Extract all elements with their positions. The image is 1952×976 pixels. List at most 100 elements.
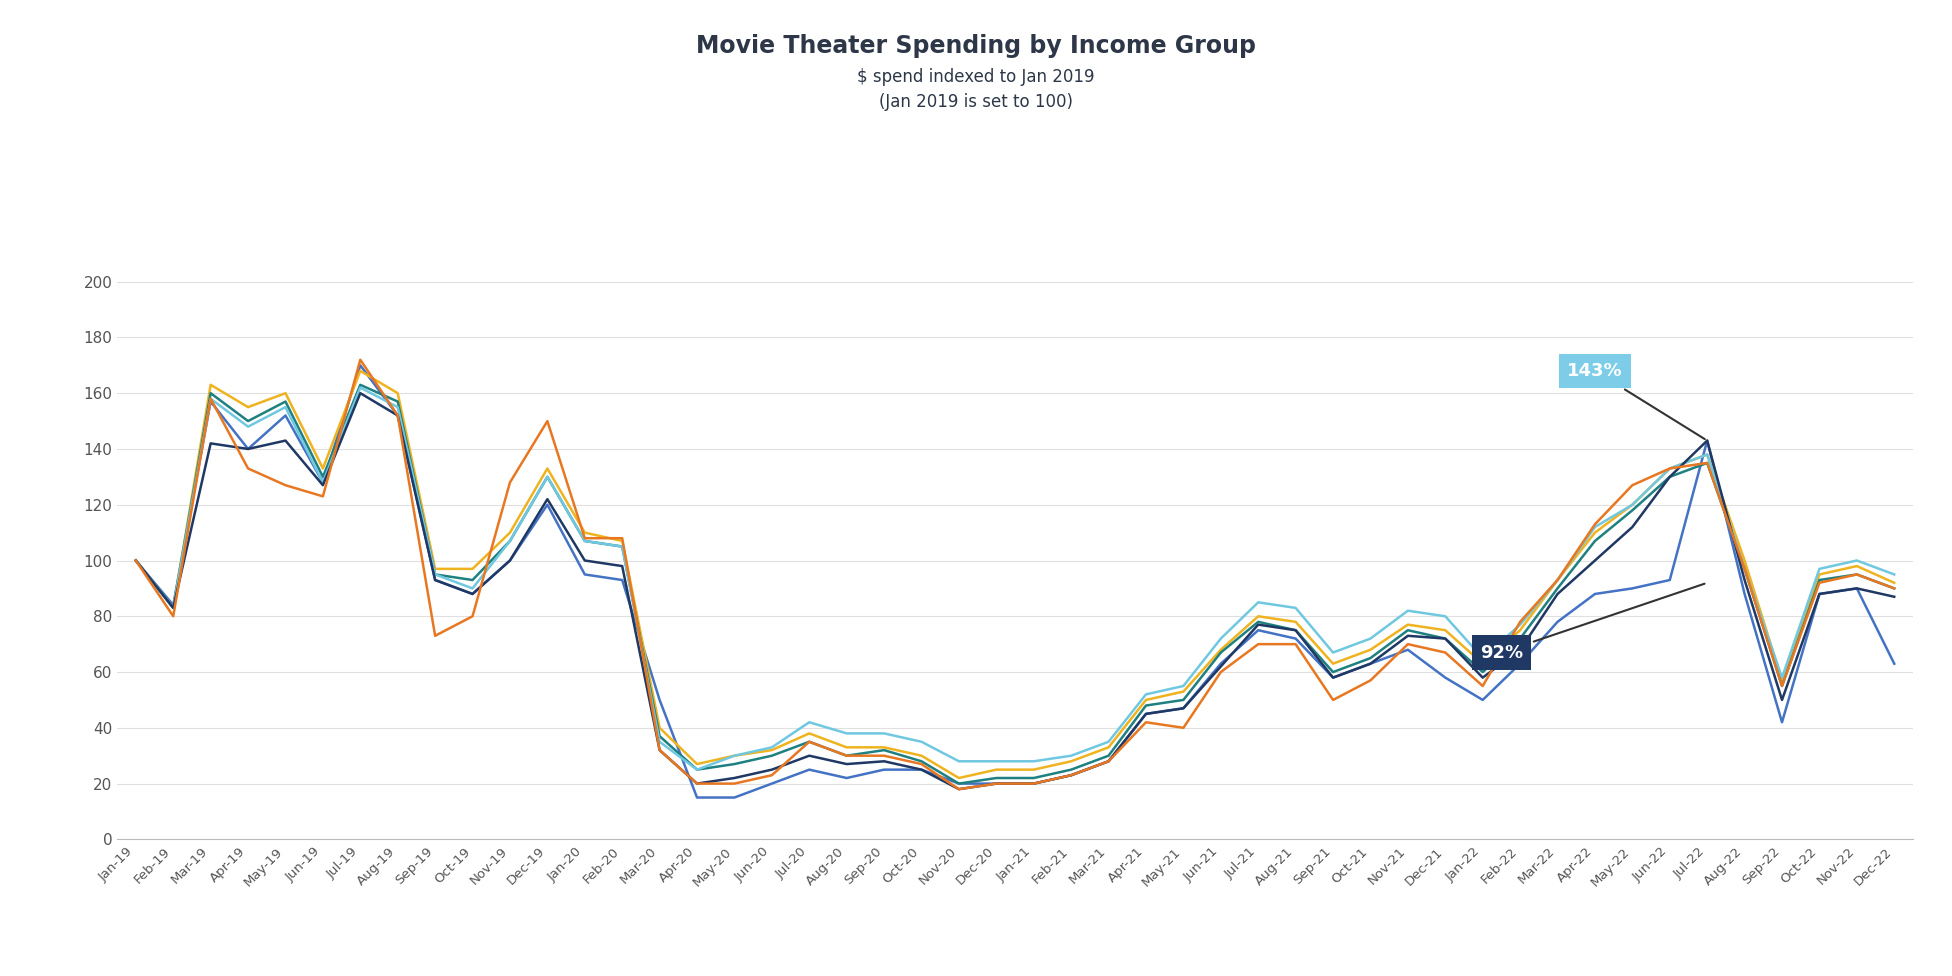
$60K-$75K: [236, 421, 260, 432]
Line: >$100k: >$100k: [137, 360, 1893, 790]
$60K-$75K: [759, 742, 783, 753]
$45K-$60K: [798, 736, 822, 748]
>$100k: [1171, 722, 1195, 734]
<$25K: [1359, 658, 1382, 670]
$45K-$60K: [1696, 457, 1720, 468]
$45K-$60K: [984, 772, 1007, 784]
>$100k: [984, 778, 1007, 790]
>$100k: [1060, 769, 1083, 781]
$75K-$100K: [1171, 703, 1195, 714]
$25K-$45K: [1322, 658, 1345, 670]
>$100k: [1657, 463, 1681, 474]
$25K-$45K: [611, 535, 634, 547]
$45K-$60K: [611, 541, 634, 552]
<$25K: [611, 574, 634, 586]
>$100k: [685, 778, 709, 790]
$45K-$60K: [722, 758, 746, 770]
<$25K: [1060, 769, 1083, 781]
$25K-$45K: [310, 463, 334, 474]
$25K-$45K: [1657, 463, 1681, 474]
$75K-$100K: [1546, 589, 1569, 600]
>$100k: [424, 630, 447, 641]
$75K-$100K: [1134, 708, 1158, 719]
$25K-$45K: [236, 401, 260, 413]
$25K-$45K: [162, 602, 185, 614]
$25K-$45K: [1733, 554, 1757, 566]
$60K-$75K: [910, 736, 933, 748]
$75K-$100K: [1359, 658, 1382, 670]
$75K-$100K: [199, 437, 223, 449]
<$25K: [386, 410, 410, 422]
$25K-$45K: [910, 750, 933, 761]
$60K-$75K: [461, 583, 484, 594]
<$25K: [1845, 583, 1868, 594]
>$100k: [1322, 694, 1345, 706]
$25K-$45K: [835, 742, 859, 753]
Line: $25K-$45K: $25K-$45K: [137, 371, 1893, 778]
$60K-$75K: [199, 393, 223, 405]
$45K-$60K: [1583, 535, 1606, 547]
$25K-$45K: [1359, 644, 1382, 656]
$45K-$60K: [125, 554, 148, 566]
$75K-$100K: [310, 479, 334, 491]
>$100k: [1882, 583, 1905, 594]
<$25K: [1247, 625, 1271, 636]
<$25K: [1284, 632, 1308, 644]
>$100k: [1359, 674, 1382, 686]
$45K-$60K: [873, 745, 896, 756]
$25K-$45K: [1808, 569, 1831, 581]
>$100k: [461, 610, 484, 622]
>$100k: [1433, 647, 1456, 659]
$25K-$45K: [1696, 449, 1720, 461]
>$100k: [910, 758, 933, 770]
$25K-$45K: [1284, 616, 1308, 628]
$75K-$100K: [1433, 632, 1456, 644]
<$25K: [1396, 644, 1419, 656]
$45K-$60K: [1433, 632, 1456, 644]
$25K-$45K: [1171, 686, 1195, 698]
<$25K: [1433, 671, 1456, 683]
>$100k: [1472, 680, 1495, 692]
$75K-$100K: [1696, 434, 1720, 446]
$25K-$45K: [1546, 574, 1569, 586]
$45K-$60K: [1472, 667, 1495, 678]
$45K-$60K: [1023, 772, 1046, 784]
>$100k: [574, 532, 597, 544]
$45K-$60K: [1359, 652, 1382, 664]
$75K-$100K: [1657, 471, 1681, 483]
$75K-$100K: [461, 589, 484, 600]
$60K-$75K: [798, 716, 822, 728]
<$25K: [1097, 755, 1120, 767]
$75K-$100K: [1845, 583, 1868, 594]
<$25K: [947, 778, 970, 790]
$60K-$75K: [722, 750, 746, 761]
$75K-$100K: [722, 772, 746, 784]
$45K-$60K: [1845, 569, 1868, 581]
$45K-$60K: [1733, 563, 1757, 575]
$60K-$75K: [947, 755, 970, 767]
$75K-$100K: [1808, 589, 1831, 600]
$25K-$45K: [685, 758, 709, 770]
$75K-$100K: [1097, 755, 1120, 767]
$45K-$60K: [1171, 694, 1195, 706]
<$25K: [125, 554, 148, 566]
>$100k: [162, 610, 185, 622]
<$25K: [574, 569, 597, 581]
$60K-$75K: [1845, 554, 1868, 566]
>$100k: [273, 479, 297, 491]
$75K-$100K: [1583, 554, 1606, 566]
$60K-$75K: [1770, 671, 1794, 683]
>$100k: [798, 736, 822, 748]
<$25K: [310, 476, 334, 488]
<$25K: [236, 443, 260, 455]
$75K-$100K: [125, 554, 148, 566]
<$25K: [1808, 589, 1831, 600]
$75K-$100K: [1322, 671, 1345, 683]
>$100k: [1134, 716, 1158, 728]
<$25K: [873, 764, 896, 776]
$75K-$100K: [1733, 574, 1757, 586]
$60K-$75K: [349, 382, 373, 393]
>$100k: [835, 750, 859, 761]
<$25K: [349, 359, 373, 371]
>$100k: [759, 769, 783, 781]
